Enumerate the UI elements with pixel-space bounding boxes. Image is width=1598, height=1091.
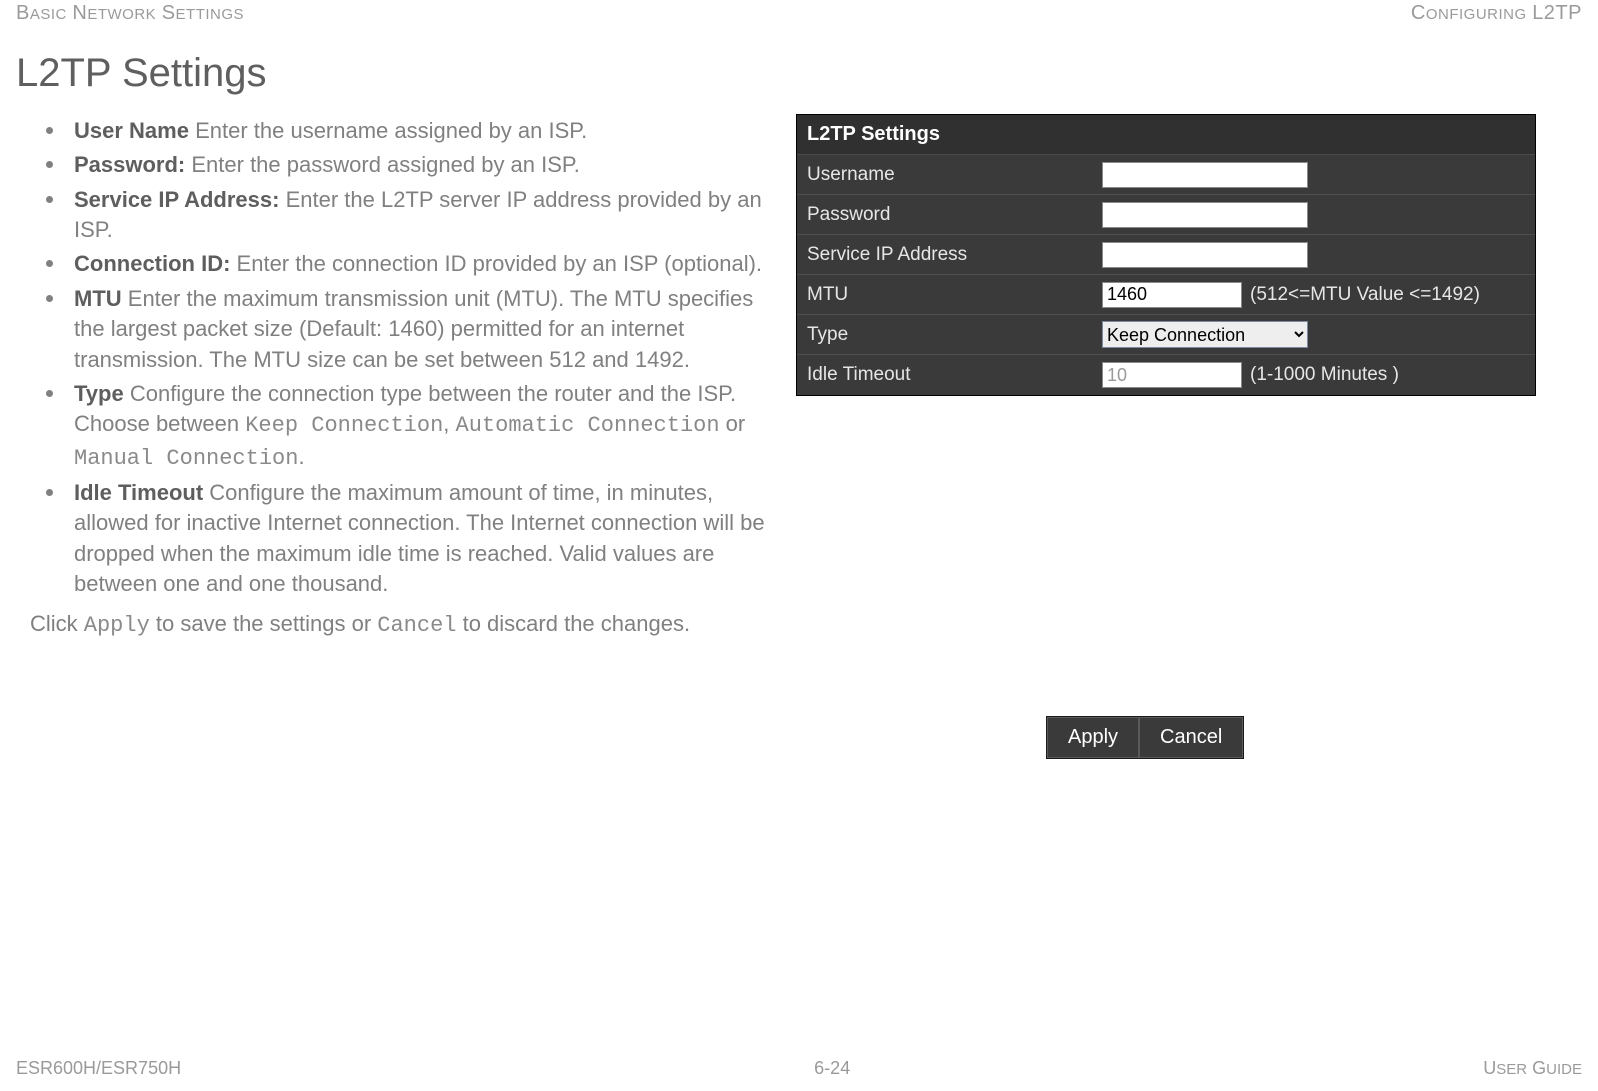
- row-password: Password: [797, 195, 1535, 235]
- header-left: BASIC NETWORK SETTINGS: [16, 2, 244, 25]
- row-idle-timeout: Idle Timeout (1-1000 Minutes ): [797, 355, 1535, 395]
- footer-guide: USER GUIDE: [1483, 1058, 1582, 1079]
- definition-list: User Name Enter the username assigned by…: [16, 116, 766, 599]
- header-right: CONFIGURING L2TP: [1411, 2, 1582, 25]
- idle-hint: (1-1000 Minutes ): [1250, 364, 1399, 386]
- row-mtu: MTU (512<=MTU Value <=1492): [797, 275, 1535, 315]
- label-password: Password: [797, 204, 1102, 226]
- page-header: BASIC NETWORK SETTINGS CONFIGURING L2TP: [16, 0, 1582, 25]
- def-service-ip: Service IP Address: Enter the L2TP serve…: [74, 185, 766, 246]
- row-service-ip: Service IP Address: [797, 235, 1535, 275]
- input-service-ip[interactable]: [1102, 242, 1308, 268]
- screenshot-column: L2TP Settings Username Password Service …: [796, 106, 1582, 759]
- label-mtu: MTU: [797, 284, 1102, 306]
- mtu-hint: (512<=MTU Value <=1492): [1250, 284, 1480, 306]
- input-username[interactable]: [1102, 162, 1308, 188]
- select-type[interactable]: Keep Connection: [1102, 321, 1308, 348]
- input-password[interactable]: [1102, 202, 1308, 228]
- label-idle: Idle Timeout: [797, 364, 1102, 386]
- page-footer: ESR600H/ESR750H 6-24 USER GUIDE: [16, 1058, 1582, 1079]
- def-user-name: User Name Enter the username assigned by…: [74, 116, 766, 146]
- row-username: Username: [797, 155, 1535, 195]
- def-idle-timeout: Idle Timeout Configure the maximum amoun…: [74, 478, 766, 599]
- footer-model: ESR600H/ESR750H: [16, 1058, 181, 1079]
- def-connection-id: Connection ID: Enter the connection ID p…: [74, 249, 766, 279]
- def-password: Password: Enter the password assigned by…: [74, 150, 766, 180]
- input-mtu[interactable]: [1102, 282, 1242, 308]
- def-type: Type Configure the connection type betwe…: [74, 379, 766, 474]
- page-title: L2TP Settings: [16, 51, 1582, 96]
- apply-button[interactable]: Apply: [1047, 717, 1139, 758]
- label-service-ip: Service IP Address: [797, 244, 1102, 266]
- label-type: Type: [797, 324, 1102, 346]
- def-mtu: MTU Enter the maximum transmission unit …: [74, 284, 766, 375]
- description-column: User Name Enter the username assigned by…: [16, 106, 766, 642]
- button-bar: Apply Cancel: [1046, 716, 1244, 759]
- footer-page: 6-24: [814, 1058, 850, 1079]
- panel-title: L2TP Settings: [797, 115, 1535, 155]
- label-username: Username: [797, 164, 1102, 186]
- row-type: Type Keep Connection: [797, 315, 1535, 355]
- l2tp-settings-panel: L2TP Settings Username Password Service …: [796, 114, 1536, 396]
- cancel-button[interactable]: Cancel: [1139, 717, 1243, 758]
- input-idle-timeout[interactable]: [1102, 362, 1242, 388]
- apply-cancel-note: Click Apply to save the settings or Canc…: [30, 609, 766, 641]
